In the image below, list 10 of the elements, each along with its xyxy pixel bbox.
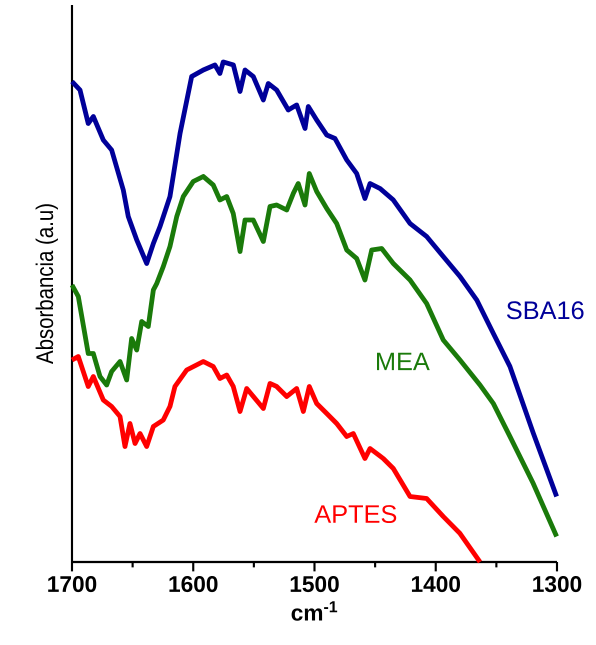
x-axis-title: cm$^{-1}$ [292,601,338,621]
x-tick-label: 1300 [533,576,582,592]
y-axis-title: Absorbancia (a.u) [36,204,58,364]
x-tick-label: 1700 [48,576,96,592]
series-label: APTES [314,505,396,524]
x-tick-label: 1400 [412,576,460,592]
x-tick-label: 1500 [290,576,339,592]
series-label: SBA16 [506,301,584,320]
x-tick-label: 1600 [169,576,218,592]
series-label: MEA [377,352,430,370]
